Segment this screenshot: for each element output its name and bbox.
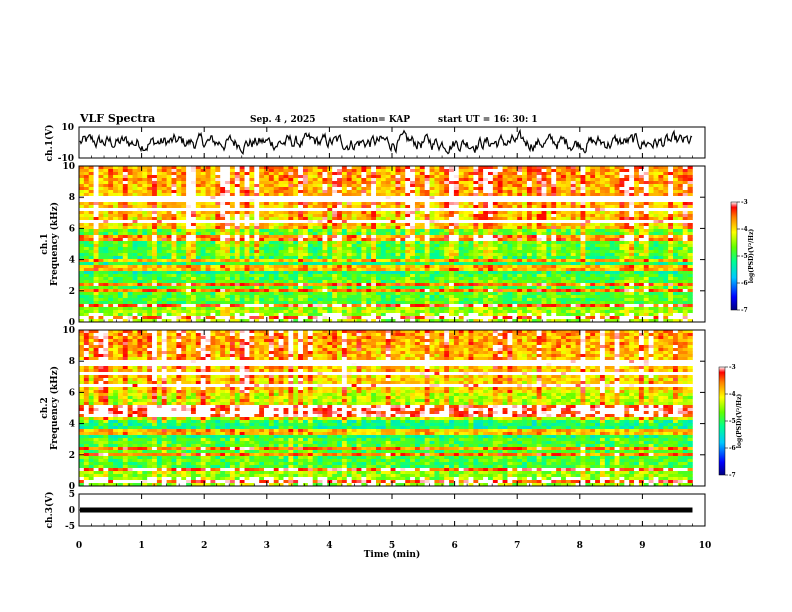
ch3-panel: 5 0 -5 ch.3(V) [44, 490, 706, 532]
date-label: Sep. 4 , 2025 [250, 115, 316, 125]
ch1-waveform-panel: 10 -10 ch.1(V) [44, 123, 706, 164]
x-axis: 0 1 2 3 4 5 6 7 8 9 10 [76, 127, 711, 551]
spec-ytick-label: 6 [69, 388, 75, 398]
spec-ytick-label: 0 [69, 318, 75, 328]
x-tick-label: 10 [699, 541, 712, 551]
spec-ytick-label: 4 [69, 420, 75, 430]
ch2-spec-ylabel-top: ch.2 [40, 397, 50, 418]
station-label: station= KAP [343, 115, 410, 125]
x-tick-label: 3 [264, 541, 270, 551]
spec-ytick-label: 6 [69, 224, 75, 234]
ch1-colorbar [730, 201, 738, 311]
ch2-colorbar-label: log(PSD)(V²/Hz) [736, 394, 743, 449]
ch3-ytick-label: 5 [69, 490, 75, 500]
ch2-spectrogram-image [79, 330, 693, 487]
colorbar-tick-label: -5 [741, 253, 748, 260]
colorbar-tick-label: -4 [741, 226, 748, 233]
colorbar-tick-label: -3 [729, 364, 736, 371]
x-tick-label: 7 [514, 541, 520, 551]
x-tick-label: 5 [389, 541, 395, 551]
ch1-ytick-top: 10 [61, 123, 74, 133]
x-tick-label: 9 [639, 541, 645, 551]
colorbar-tick-label: -4 [729, 391, 736, 398]
colorbar-tick-label: -5 [729, 418, 736, 425]
x-tick-label: 1 [138, 541, 144, 551]
figure-title: VLF Spectra [79, 112, 155, 125]
x-tick-label: 8 [577, 541, 583, 551]
ch3-ytick-label: -5 [65, 522, 75, 532]
ch1-spectrogram-image [79, 166, 693, 323]
spec-ytick-label: 10 [62, 326, 75, 336]
ch1-spec-ylabel-top: ch.1 [40, 233, 50, 254]
spec-ytick-label: 8 [69, 357, 75, 367]
ch1-ytick-bottom: -10 [58, 154, 74, 164]
colorbar-tick-label: -6 [741, 280, 748, 287]
colorbar-tick-label: -6 [729, 445, 736, 452]
ch3-signal-trace [80, 507, 693, 513]
ch3-ytick-label: 0 [69, 506, 75, 516]
spec-ytick-label: 0 [69, 482, 75, 492]
ch1-colorbar-label: log(PSD)(V²/Hz) [748, 229, 755, 284]
start-time-label: start UT = 16: 30: 1 [438, 115, 538, 125]
spec-ytick-label: 2 [69, 451, 75, 461]
spec-ytick-label: 10 [62, 162, 75, 172]
ch3-ylabel: ch.3(V) [44, 492, 55, 529]
x-axis-label: Time (min) [364, 549, 421, 560]
spec-ytick-label: 2 [69, 287, 75, 297]
spec-ytick-label: 8 [69, 193, 75, 203]
colorbar-tick-label: -3 [741, 199, 748, 206]
ch1-spec-ylabel: Frequency (kHz) [49, 202, 60, 286]
colorbar-tick-label: -7 [729, 472, 736, 479]
ch2-colorbar [718, 366, 726, 476]
spec-ytick-label: 4 [69, 256, 75, 266]
x-tick-label: 0 [76, 541, 82, 551]
ch2-spec-ylabel: Frequency (kHz) [49, 366, 60, 450]
ch1-waveform-line [79, 128, 693, 156]
x-tick-label: 2 [201, 541, 207, 551]
x-tick-label: 6 [451, 541, 457, 551]
x-tick-label: 4 [326, 541, 332, 551]
colorbar-tick-label: -7 [741, 307, 748, 314]
ch1-ylabel: ch.1(V) [44, 125, 55, 162]
